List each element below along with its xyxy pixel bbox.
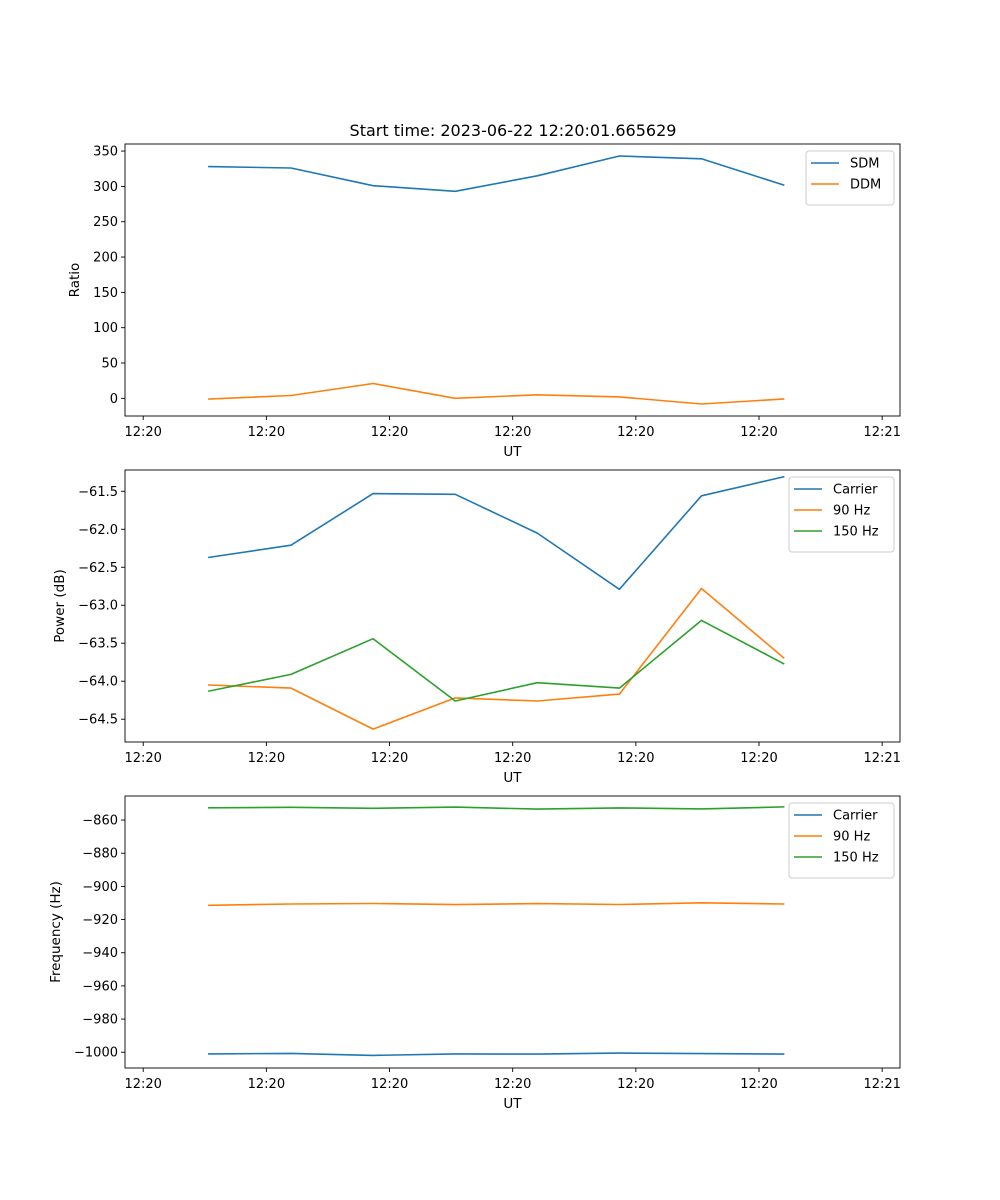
chart-panel-2: 12:20 12:20 12:20 12:20 12:20 12:20 12:21 −64.5…	[52, 469, 901, 786]
y-tick-label: −63.5	[78, 637, 118, 652]
x-tick-label: 12:20	[617, 751, 654, 766]
x-tick-label: 12:20	[248, 1077, 285, 1092]
y-tick-label: 0	[110, 392, 118, 407]
x-tick-label: 12:20	[740, 425, 777, 440]
series-line-90-hz	[208, 587, 785, 730]
series-line-90-hz	[208, 901, 785, 907]
x-tick-label: 12:21	[863, 751, 900, 766]
y-tick-label: 250	[93, 215, 118, 230]
x-axis-label: UT	[503, 770, 522, 786]
x-tick-label: 12:20	[248, 425, 285, 440]
legend-label: 150 Hz	[833, 851, 879, 866]
y-tick-label: 300	[93, 180, 118, 195]
x-tick-label: 12:21	[863, 425, 900, 440]
legend-label: 90 Hz	[833, 504, 870, 519]
legend-box	[788, 802, 895, 879]
x-tick-label: 12:20	[740, 1077, 777, 1092]
series-line-carrier	[207, 475, 785, 591]
chart-panels: 12:20 12:20 12:20 12:20 12:20 12:20 12:21 0 50 10…	[48, 143, 901, 1112]
chart-panel-3: 12:20 12:20 12:20 12:20 12:20 12:20 12:21 −1000…	[48, 795, 901, 1112]
x-tick-label: 12:20	[371, 1077, 408, 1092]
y-tick-label: 200	[93, 251, 118, 266]
x-tick-label: 12:20	[371, 425, 408, 440]
series-line-ddm	[208, 382, 785, 405]
x-axis-label: UT	[503, 1096, 522, 1112]
legend-label: Carrier	[833, 809, 878, 824]
y-tick-label: −860	[82, 814, 118, 829]
x-axis-label: UT	[503, 444, 522, 460]
y-tick-label: −62.0	[78, 523, 118, 538]
y-tick-label: 100	[93, 321, 118, 336]
y-tick-label: −900	[82, 880, 118, 895]
series-line-150-hz	[207, 619, 785, 702]
y-tick-label: −61.5	[78, 485, 118, 500]
y-tick-label: −920	[82, 913, 118, 928]
y-tick-label: −63.0	[78, 599, 118, 614]
y-tick-label: 150	[93, 286, 118, 301]
y-tick-label: −880	[82, 847, 118, 862]
x-tick-label: 12:20	[494, 751, 531, 766]
legend-box	[788, 476, 895, 553]
legend-label: SDM	[850, 157, 879, 172]
legend: Carrier 90 Hz 150 Hz	[788, 802, 895, 879]
legend-label: Carrier	[833, 483, 878, 498]
x-tick-label: 12:20	[494, 1077, 531, 1092]
series-line-150-hz	[208, 806, 785, 810]
y-tick-label: −64.0	[78, 675, 118, 690]
y-tick-label: −1000	[74, 1046, 118, 1061]
figure-title: Start time: 2023-06-22 12:20:01.665629	[350, 121, 677, 140]
y-tick-label: −64.5	[78, 713, 118, 728]
legend: Carrier 90 Hz 150 Hz	[788, 476, 895, 553]
x-tick-label: 12:20	[124, 1077, 161, 1092]
y-tick-label: −960	[82, 979, 118, 994]
y-tick-label: −940	[82, 946, 118, 961]
legend: SDM DDM	[805, 150, 895, 206]
x-tick-label: 12:20	[124, 425, 161, 440]
legend-label: DDM	[850, 178, 881, 193]
y-axis-label: Power (dB)	[52, 569, 68, 642]
legend-label: 90 Hz	[833, 830, 870, 845]
x-tick-label: 12:20	[740, 751, 777, 766]
legend-label: 150 Hz	[833, 525, 879, 540]
x-tick-label: 12:21	[863, 1077, 900, 1092]
series-line-sdm	[208, 155, 785, 193]
x-tick-label: 12:20	[617, 425, 654, 440]
y-tick-label: −980	[82, 1013, 118, 1028]
x-tick-label: 12:20	[248, 751, 285, 766]
x-tick-label: 12:20	[617, 1077, 654, 1092]
y-tick-label: 350	[93, 145, 118, 160]
chart-panel-1: 12:20 12:20 12:20 12:20 12:20 12:20 12:21 0 50 10…	[67, 143, 901, 460]
x-tick-label: 12:20	[371, 751, 408, 766]
y-axis-label: Frequency (Hz)	[48, 881, 64, 983]
y-tick-label: 50	[101, 357, 118, 372]
legend-box	[805, 150, 895, 206]
series-line-carrier	[208, 1052, 785, 1057]
x-tick-label: 12:20	[494, 425, 531, 440]
x-tick-label: 12:20	[124, 751, 161, 766]
y-tick-label: −62.5	[78, 561, 118, 576]
y-axis-label: Ratio	[67, 263, 83, 298]
